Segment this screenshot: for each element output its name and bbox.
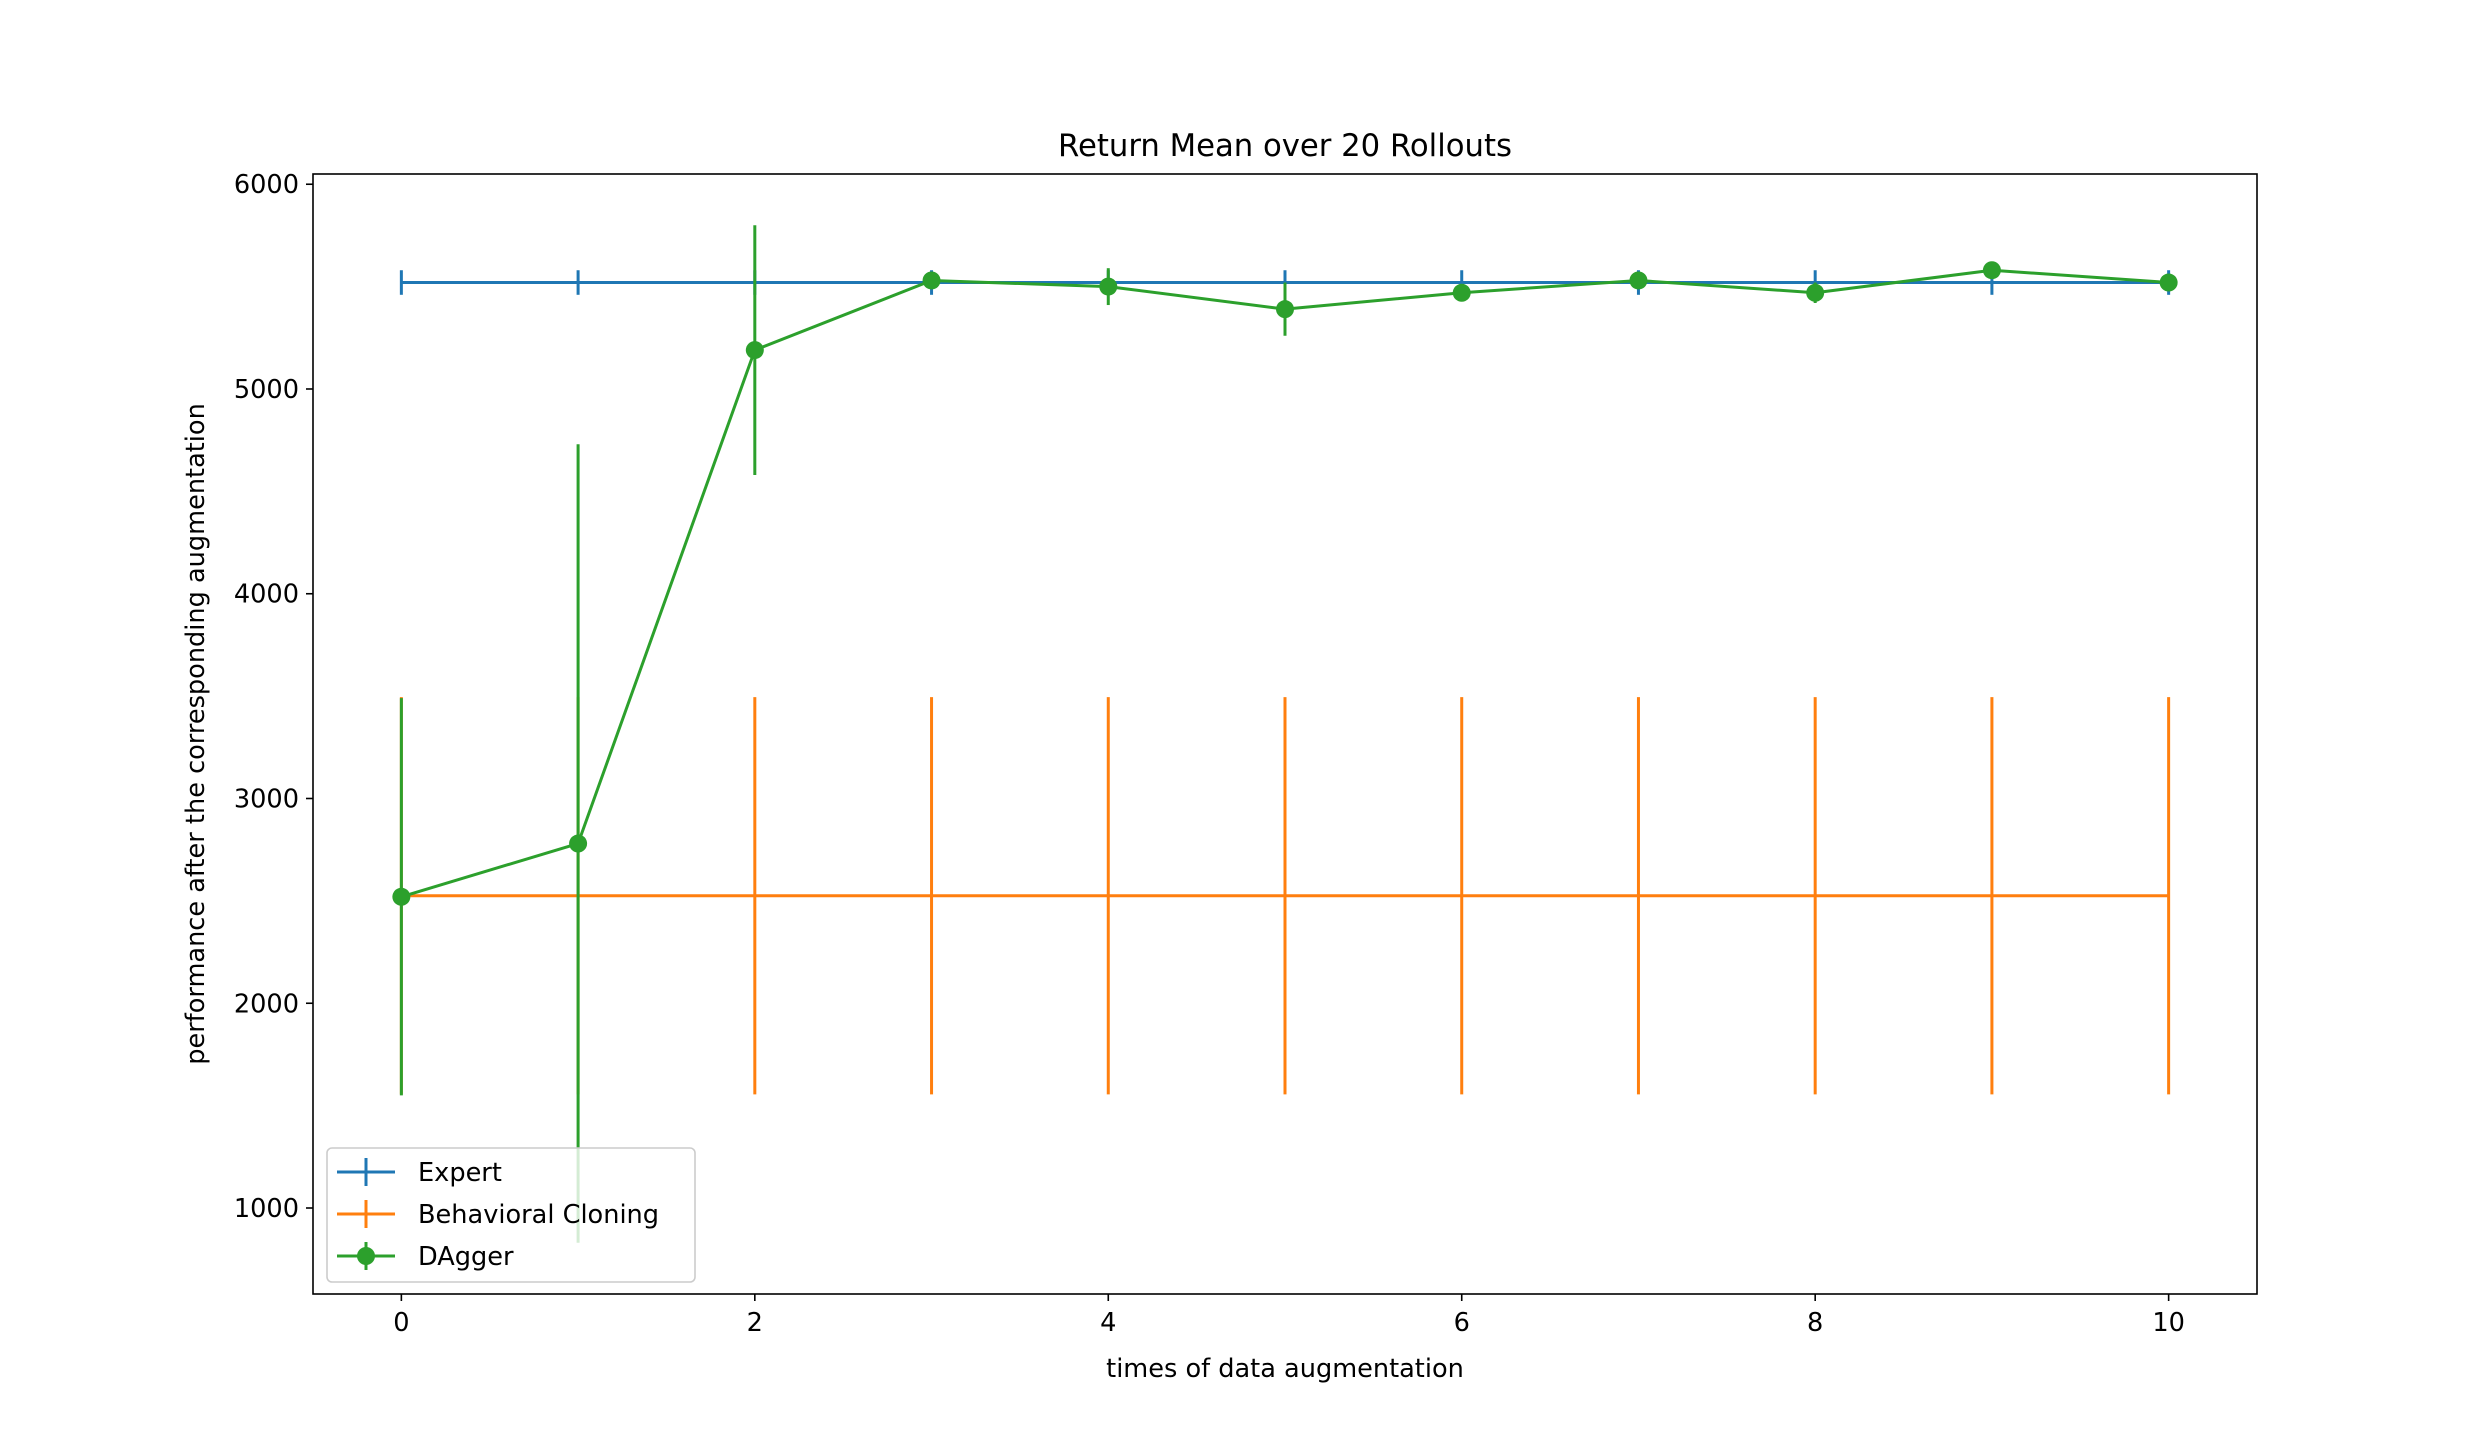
legend: Expert Behavioral Cloning DAgger	[326, 1147, 696, 1283]
chart-title: Return Mean over 20 Rollouts	[1058, 129, 1512, 164]
x-axis-label: times of data augmentation	[1106, 1354, 1464, 1384]
legend-label-expert: Expert	[418, 1158, 502, 1188]
y-tick-label: 1000	[234, 1194, 299, 1224]
x-tick-label: 4	[1100, 1308, 1116, 1338]
y-axis-label: performance after the corresponding augm…	[181, 403, 211, 1065]
y-tick-label: 4000	[234, 580, 299, 610]
x-tick-label: 0	[393, 1308, 409, 1338]
data-point-dagger	[569, 834, 588, 853]
data-point-dagger	[1276, 300, 1294, 319]
y-tick-label: 3000	[234, 784, 299, 814]
legend-box	[326, 1147, 696, 1283]
legend-label-behavioral-cloning: Behavioral Cloning	[418, 1200, 659, 1230]
data-point-dagger	[1982, 261, 2001, 280]
x-tick-label: 2	[747, 1308, 763, 1338]
data-point-dagger	[922, 271, 941, 290]
y-tick-label: 6000	[234, 170, 299, 200]
y-axis-ticks: 1000 2000 3000 4000 5000 6000	[234, 170, 313, 1224]
data-point-dagger	[1452, 283, 1471, 302]
data-point-dagger	[1806, 283, 1825, 302]
data-point-dagger	[745, 341, 764, 360]
plot-area	[392, 225, 2178, 1243]
data-point-dagger	[2159, 273, 2178, 292]
y-tick-label: 2000	[234, 989, 299, 1019]
x-tick-label: 6	[1454, 1308, 1470, 1338]
x-tick-label: 8	[1807, 1308, 1823, 1338]
data-point-dagger	[1099, 277, 1118, 296]
legend-label-dagger: DAgger	[418, 1242, 514, 1272]
data-point-dagger	[392, 887, 411, 906]
legend-handle-marker-dagger	[357, 1247, 375, 1265]
y-tick-label: 5000	[234, 375, 299, 405]
x-axis-ticks: 0 2 4 6 8 10	[393, 1294, 2185, 1338]
x-tick-label: 10	[2152, 1308, 2185, 1338]
axes-frame	[312, 173, 2258, 1295]
series-dagger	[392, 225, 2178, 1243]
data-point-dagger	[1629, 271, 1648, 290]
